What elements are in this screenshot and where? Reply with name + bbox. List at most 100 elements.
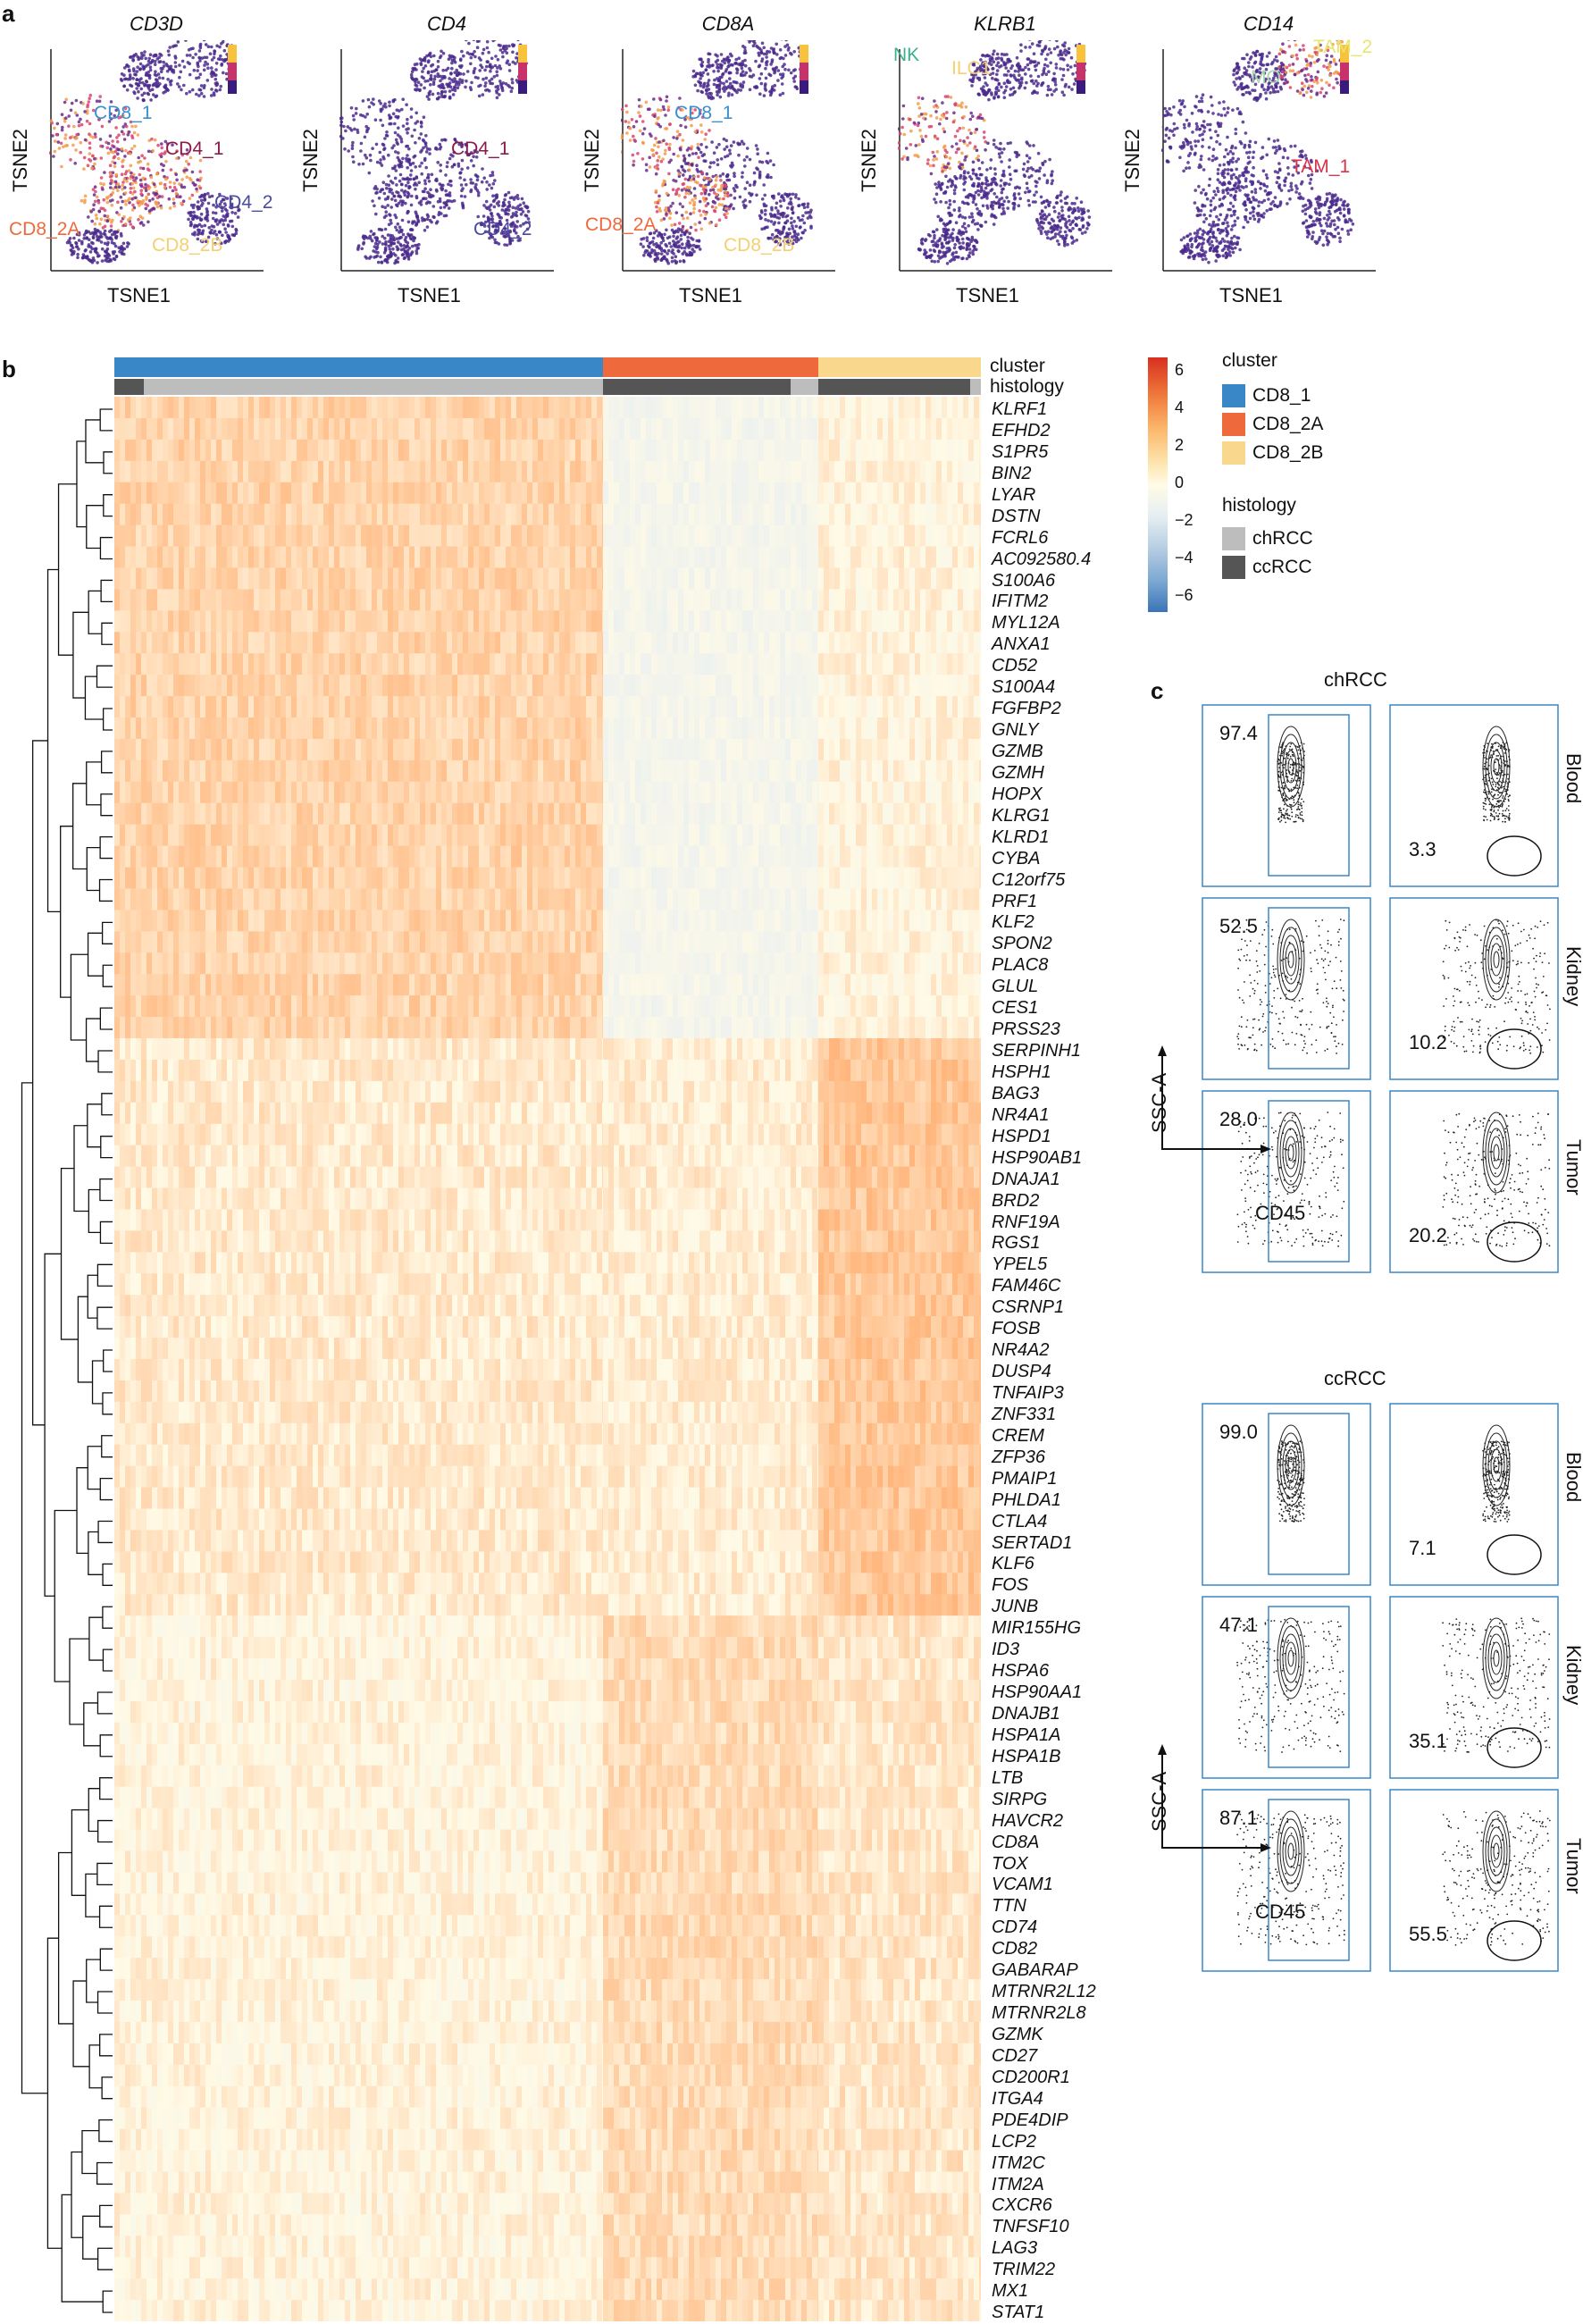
panel-b-letter: b	[2, 356, 16, 383]
cluster-track-cd8-2b	[818, 357, 981, 377]
facs-plot	[1389, 1090, 1559, 1273]
tsne-xlabel: TSNE1	[1219, 284, 1283, 307]
gene-label: LAG3	[992, 2239, 1037, 2257]
gene-label: CD82	[992, 1940, 1037, 1958]
gene-label: ZNF331	[992, 1405, 1056, 1423]
gene-label: PMAIP1	[992, 1470, 1057, 1488]
gene-label: DUSP4	[992, 1363, 1051, 1380]
tsne-title-cd14: CD14	[1179, 13, 1358, 36]
gene-label: CD200R1	[992, 2068, 1070, 2086]
facs-group-title: ccRCC	[1324, 1367, 1386, 1390]
gene-label: DSTN	[992, 508, 1040, 525]
gene-label: ITM2C	[992, 2154, 1045, 2172]
facs-axis-arrows	[1158, 1744, 1271, 1852]
gene-label: TRIM22	[992, 2261, 1055, 2278]
facs-group-title: chRCC	[1324, 668, 1387, 692]
tsne-cluster-label: CD8_1	[94, 103, 152, 124]
facs-tissue-label: Tumor	[1562, 1838, 1583, 1894]
gene-label: MYL12A	[992, 614, 1060, 632]
gene-label: KLRG1	[992, 807, 1051, 825]
gene-label: LTB	[992, 1769, 1023, 1787]
facs-xaxis-label: CD45	[1255, 1900, 1305, 1924]
gene-label: TOX	[992, 1855, 1028, 1873]
tsne-plot-klrb1	[898, 40, 1112, 272]
gene-label: HSPA1B	[992, 1748, 1060, 1766]
gene-label: AC092580.4	[992, 550, 1091, 568]
gene-label: TNFAIP3	[992, 1384, 1064, 1402]
tsne-ylabel: TSNE2	[581, 129, 604, 192]
gene-label: ID3	[992, 1640, 1019, 1658]
tsne-plot-cd14	[1161, 40, 1376, 272]
gene-label: BAG3	[992, 1085, 1039, 1103]
gene-label: PDE4DIP	[992, 2111, 1068, 2129]
facs-plot	[1389, 897, 1559, 1080]
facs-percent: 55.5	[1409, 1923, 1447, 1946]
gene-label: HSPA6	[992, 1662, 1049, 1680]
gene-label: NR4A1	[992, 1106, 1049, 1124]
tsne-xlabel: TSNE1	[956, 284, 1019, 307]
facs-percent: 47.1	[1219, 1614, 1258, 1637]
facs-xaxis-label: CD45	[1255, 1202, 1305, 1225]
heatmap	[114, 397, 981, 2321]
facs-percent: 87.1	[1219, 1807, 1258, 1830]
tsne-cluster-label: CD8_2B	[152, 235, 222, 256]
facs-percent: 3.3	[1409, 838, 1436, 861]
colorbar	[1148, 357, 1168, 612]
facs-plot	[1202, 704, 1371, 887]
gene-label: MX1	[992, 2282, 1028, 2300]
gene-label: HSPH1	[992, 1063, 1051, 1081]
gene-label: FCRL6	[992, 529, 1048, 547]
gene-label: HSP90AB1	[992, 1149, 1082, 1167]
gene-label: GABARAP	[992, 1961, 1078, 1979]
tsne-ylabel: TSNE2	[299, 129, 322, 192]
cluster-track-cd8-2a	[603, 357, 818, 377]
facs-percent: 99.0	[1219, 1421, 1258, 1444]
tsne-cluster-label: CD4_2	[214, 192, 272, 214]
legend-cluster-title: cluster	[1222, 350, 1277, 372]
colorbar-tick: −6	[1175, 586, 1194, 605]
gene-label: MTRNR2L12	[992, 1983, 1096, 2001]
tsne-ylabel: TSNE2	[858, 129, 881, 192]
facs-plot	[1389, 1403, 1559, 1586]
gene-label: GNLY	[992, 721, 1039, 739]
panel-a-letter: a	[2, 0, 14, 28]
colorbar-tick: 6	[1175, 361, 1184, 380]
facs-plot	[1389, 1789, 1559, 1972]
gene-label: HSPA1A	[992, 1726, 1060, 1744]
tsne-cluster-label: CD8_2B	[724, 235, 794, 256]
facs-percent: 28.0	[1219, 1108, 1258, 1131]
gene-label: SPON2	[992, 935, 1052, 952]
gene-label: PRSS23	[992, 1020, 1060, 1038]
facs-plot	[1202, 1403, 1371, 1586]
legend-label-cd8-2b: CD8_2B	[1252, 442, 1323, 464]
gene-label: KLF2	[992, 913, 1034, 931]
gene-label: RGS1	[992, 1234, 1040, 1252]
facs-yaxis-label: SSC-A	[1148, 1073, 1171, 1133]
legend-label-chrcc: chRCC	[1252, 528, 1313, 550]
gene-label: CREM	[992, 1427, 1044, 1445]
gene-label: CD8A	[992, 1833, 1039, 1851]
gene-label: HOPX	[992, 785, 1043, 803]
facs-tissue-label: Kidney	[1562, 946, 1583, 1006]
tsne-cluster-label: CD4_1	[165, 138, 223, 160]
gene-label: DNAJA1	[992, 1170, 1060, 1188]
facs-plot	[1389, 704, 1559, 887]
facs-percent: 20.2	[1409, 1224, 1447, 1247]
colorbar-tick: 4	[1175, 399, 1184, 417]
legend-histology-title: histology	[1222, 495, 1296, 516]
gene-label: CYBA	[992, 850, 1040, 868]
gene-label: YPEL5	[992, 1255, 1047, 1273]
legend-swatch-cd8-2b	[1222, 441, 1245, 465]
tsne-cluster-label: CD4_1	[451, 138, 509, 160]
facs-percent: 52.5	[1219, 915, 1258, 938]
gene-label: MIR155HG	[992, 1619, 1081, 1637]
tsne-title-klrb1: KLRB1	[916, 13, 1094, 36]
facs-tissue-label: Blood	[1562, 753, 1583, 803]
tsne-cluster-label: CD4_2	[473, 219, 532, 240]
legend-swatch-ccrcc	[1222, 556, 1245, 579]
gene-label: CD74	[992, 1918, 1037, 1936]
gene-label: VCAM1	[992, 1875, 1053, 1893]
facs-plot	[1202, 1596, 1371, 1779]
gene-label: FOS	[992, 1576, 1028, 1594]
gene-label: FGFBP2	[992, 700, 1061, 717]
